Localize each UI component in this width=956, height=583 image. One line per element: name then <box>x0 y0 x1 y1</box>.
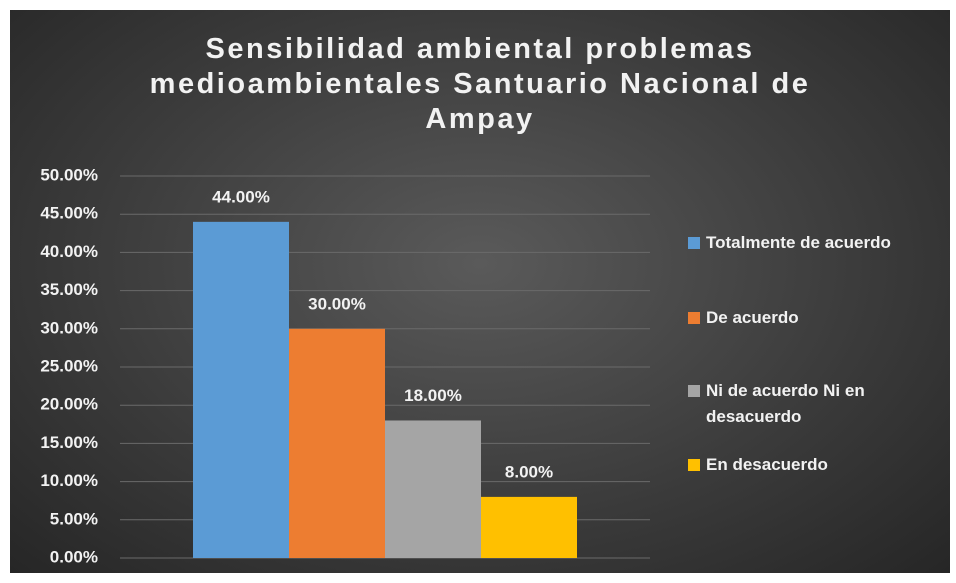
y-tick-label: 30.00% <box>40 318 98 337</box>
legend-swatch <box>688 237 700 249</box>
y-tick-label: 45.00% <box>40 204 98 223</box>
legend-swatch <box>688 459 700 471</box>
y-tick-label: 15.00% <box>40 433 98 452</box>
y-tick-label: 35.00% <box>40 280 98 299</box>
y-tick-label: 10.00% <box>40 471 98 490</box>
legend-swatch <box>688 385 700 397</box>
legend-label: Ni de acuerdo Ni en desacuerdo <box>706 381 865 426</box>
y-tick-label: 50.00% <box>40 165 98 184</box>
legend-swatch <box>688 312 700 324</box>
legend-item: Ni de acuerdo Ni en desacuerdo <box>688 378 950 430</box>
value-label: 44.00% <box>212 187 270 206</box>
legend-label: Totalmente de acuerdo <box>706 233 891 252</box>
chart: 0.00% 5.00% 10.00% 15.00% 20.00% 25.00% 30.00%… <box>10 10 950 573</box>
y-tick-label: 40.00% <box>40 242 98 261</box>
y-tick-label: 0.00% <box>50 547 98 566</box>
legend-item: De acuerdo <box>688 305 950 331</box>
chart-title: Sensibilidad ambiental problemas medioam… <box>149 33 811 135</box>
bar <box>289 328 385 558</box>
bar <box>385 420 481 558</box>
plot: 0.00% 5.00% 10.00% 15.00% 20.00% 25.00% 30.00%… <box>40 165 650 566</box>
value-label: 8.00% <box>505 462 553 481</box>
value-label: 18.00% <box>404 386 462 405</box>
bar <box>481 496 577 558</box>
legend-label: En desacuerdo <box>706 455 828 474</box>
value-label: 30.00% <box>308 294 366 313</box>
y-tick-label: 25.00% <box>40 356 98 375</box>
bar <box>193 221 289 558</box>
y-tick-label: 20.00% <box>40 395 98 414</box>
legend-item: En desacuerdo <box>688 452 950 478</box>
legend-label: De acuerdo <box>706 308 799 327</box>
legend-item: Totalmente de acuerdo <box>688 230 950 256</box>
y-tick-label: 5.00% <box>50 509 98 528</box>
